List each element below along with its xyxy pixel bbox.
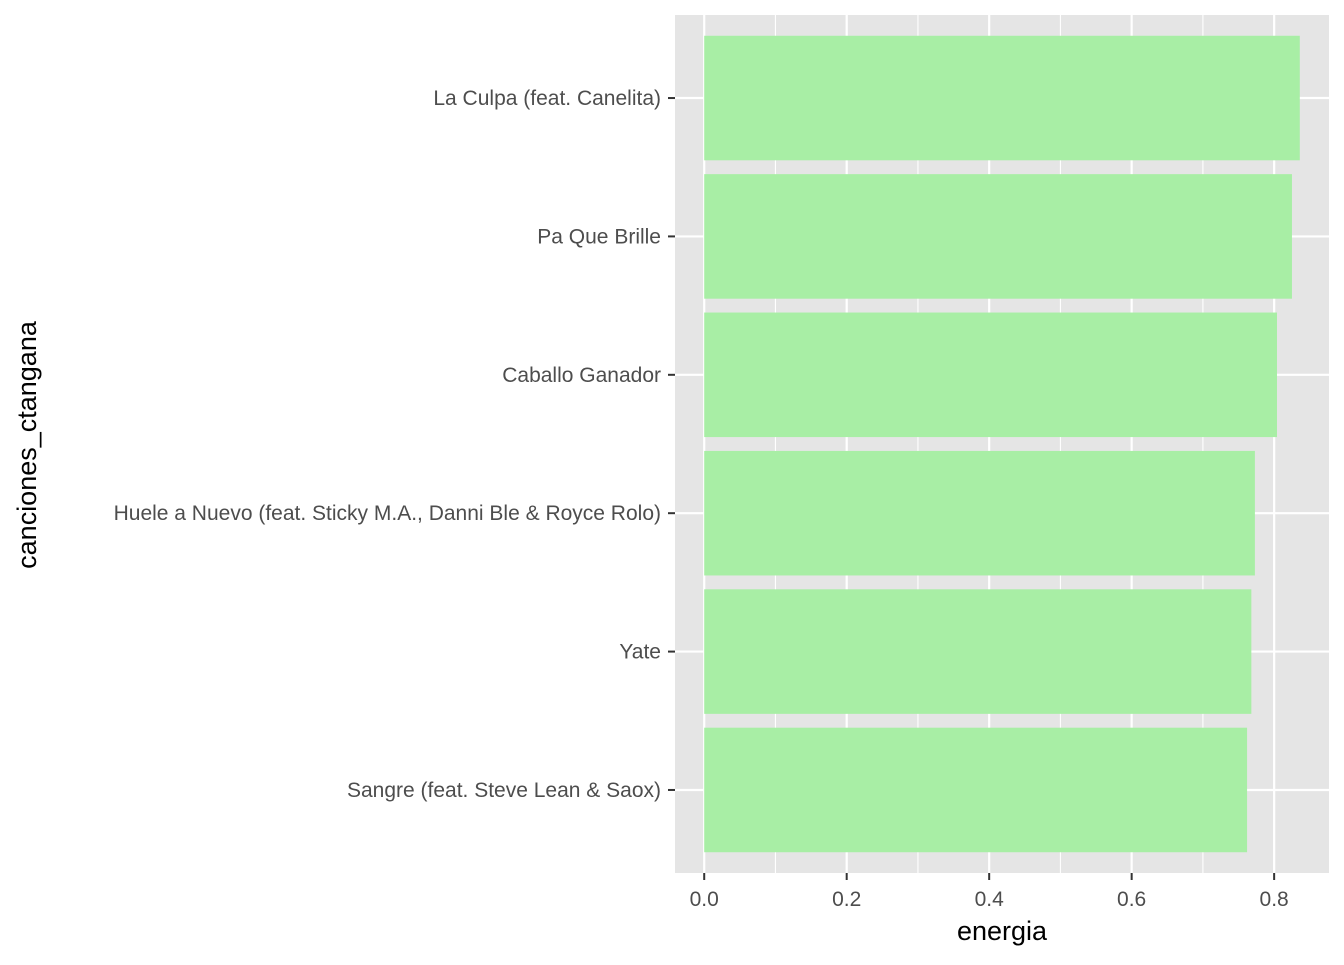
bar [704, 312, 1277, 438]
bar [704, 727, 1248, 853]
bar [704, 589, 1252, 714]
bars [704, 35, 1300, 853]
y-tick-label: Pa Que Brille [537, 225, 661, 248]
bar [704, 174, 1292, 299]
x-tick-label: 0.4 [975, 888, 1005, 911]
y-axis-title: canciones_ctangana [12, 320, 42, 569]
x-tick-label: 0.8 [1260, 888, 1289, 911]
bar [704, 450, 1255, 576]
x-axis: 0.0 0.2 0.4 0.6 0.8 [690, 873, 1289, 911]
y-tick-label: La Culpa (feat. Canelita) [433, 87, 661, 110]
x-tick-label: 0.2 [832, 888, 861, 911]
y-tick-label: Yate [619, 641, 661, 664]
x-tick-label: 0.0 [690, 888, 719, 911]
x-tick-label: 0.6 [1117, 888, 1146, 911]
y-axis: La Culpa (feat. Canelita) Pa Que Brille Ca… [114, 87, 675, 802]
bar [704, 35, 1300, 161]
x-axis-title: energia [957, 916, 1048, 946]
y-tick-label: Sangre (feat. Steve Lean & Saox) [347, 779, 661, 802]
y-tick-label: Huele a Nuevo (feat. Sticky M.A., Danni … [114, 502, 661, 525]
y-tick-label: Caballo Ganador [502, 364, 661, 387]
